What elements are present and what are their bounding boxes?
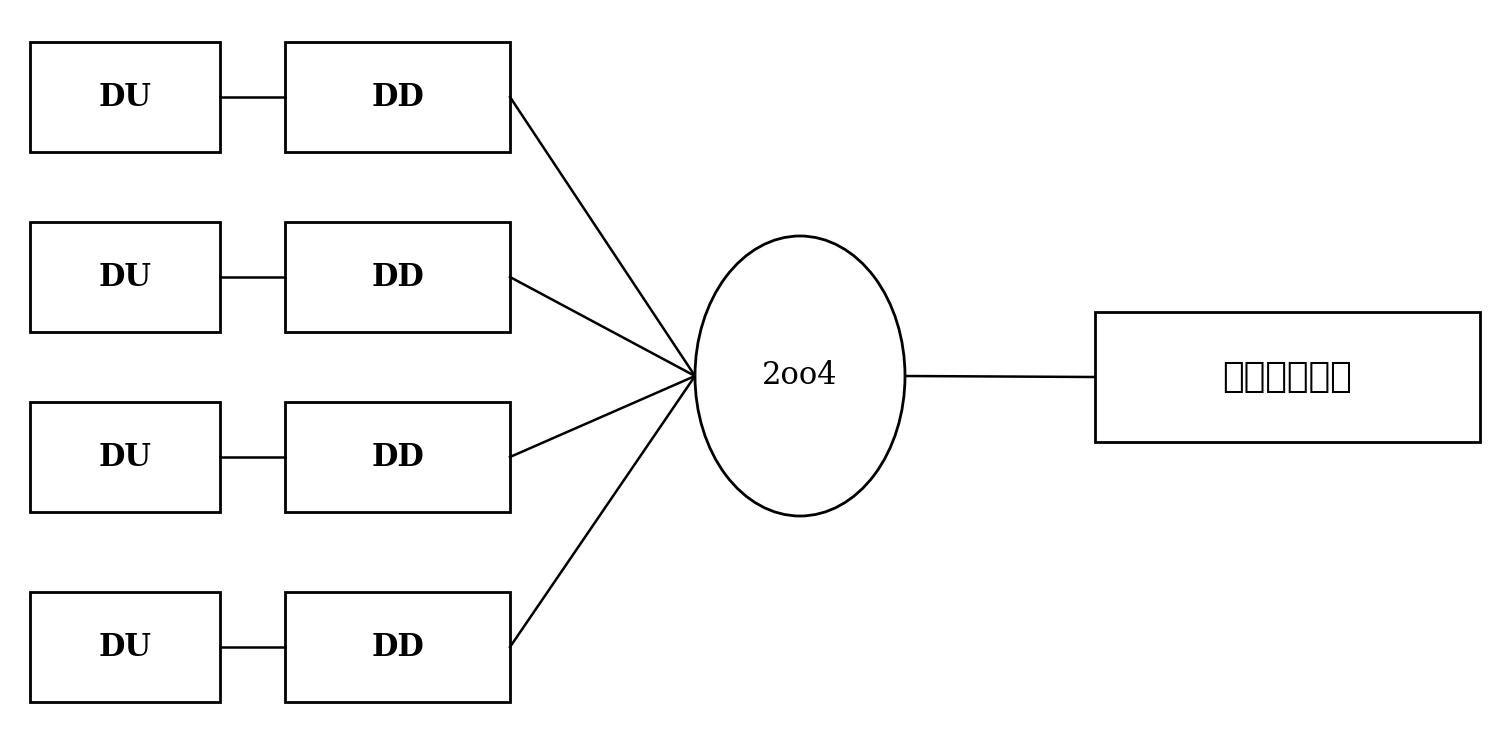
Text: DD: DD — [370, 441, 423, 472]
Text: 2oo4: 2oo4 — [762, 360, 838, 392]
Text: DD: DD — [370, 632, 423, 663]
Text: DD: DD — [370, 81, 423, 113]
Bar — [30, 402, 221, 512]
Bar — [284, 592, 510, 702]
Text: DU: DU — [98, 262, 151, 293]
Text: DU: DU — [98, 441, 151, 472]
Ellipse shape — [696, 236, 906, 516]
Bar — [284, 42, 510, 152]
Bar — [284, 222, 510, 332]
Bar — [284, 402, 510, 512]
Bar — [1095, 312, 1480, 442]
Bar — [30, 592, 221, 702]
Bar — [30, 222, 221, 332]
Text: 共因失效部分: 共因失效部分 — [1223, 360, 1352, 394]
Text: DU: DU — [98, 81, 151, 113]
Bar — [30, 42, 221, 152]
Text: DU: DU — [98, 632, 151, 663]
Text: DD: DD — [370, 262, 423, 293]
